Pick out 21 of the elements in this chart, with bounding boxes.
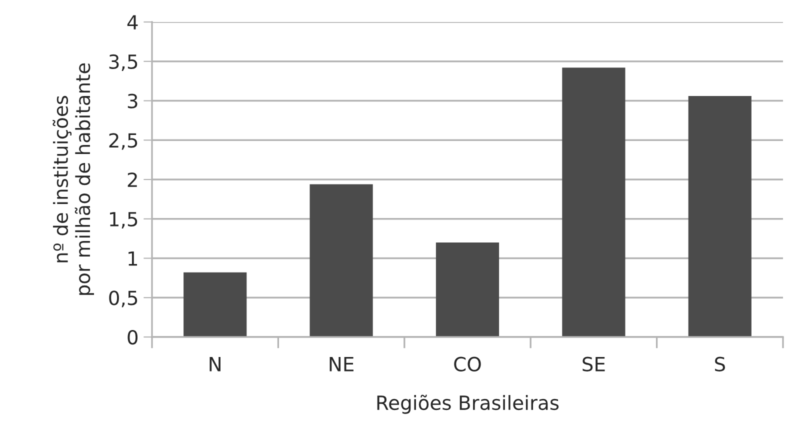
x-tick-label: CO: [454, 356, 481, 372]
y-axis-title: nº de instituições por milhão de habitante: [52, 63, 94, 295]
bar: [436, 242, 500, 337]
y-tick-label: 0: [128, 330, 138, 345]
y-tick-label: 4: [127, 15, 138, 30]
x-tick-label: NE: [330, 357, 354, 372]
y-tick-label: 0,5: [109, 290, 138, 308]
bar: [310, 184, 373, 337]
x-axis-title: Regiões Brasileiras: [377, 394, 559, 414]
y-tick-label: 2: [128, 172, 137, 187]
bar: [184, 272, 247, 337]
y-tick-label: 2,5: [109, 133, 138, 150]
bar: [562, 68, 626, 337]
y-tick-label: 1,5: [110, 212, 138, 229]
x-tick-label: N: [210, 357, 220, 372]
y-tick-label: 1: [128, 251, 138, 266]
x-tick-label: SE: [582, 356, 605, 372]
bar: [688, 96, 752, 337]
y-tick-label: 3: [128, 94, 138, 108]
x-tick-label: S: [715, 356, 725, 372]
y-tick-label: 3,5: [109, 54, 138, 72]
